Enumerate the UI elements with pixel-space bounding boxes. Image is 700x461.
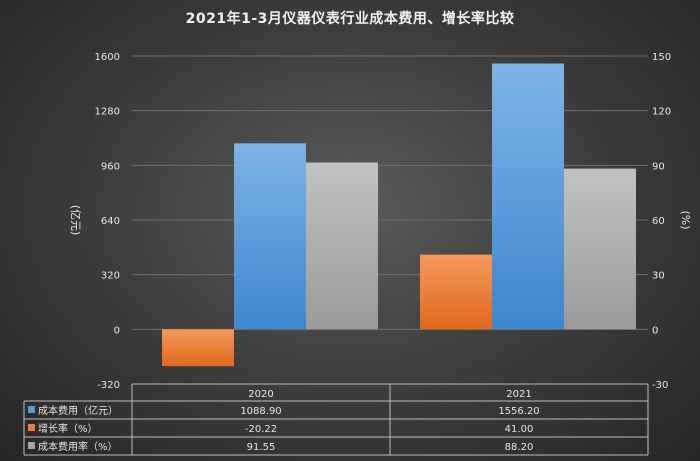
y-tick-label-right: 30 [652,271,665,282]
bar-2-2021 [564,168,636,330]
y-tick-label-left: 1600 [95,52,120,63]
y-axis-title-right: (%) [679,210,692,229]
y-tick-label-left: 0 [114,325,120,336]
y-tick-label-right: 60 [652,216,665,227]
y-tick-label-left: 960 [101,161,120,172]
y-tick-label-right: 90 [652,161,665,172]
y-tick-label-right: 0 [652,325,658,336]
data-label: 91.55 [247,442,276,453]
data-label: 88.20 [505,442,534,453]
y-tick-label-right: 120 [652,107,671,118]
bar-2-2020 [306,162,378,330]
x-tick-label: 2020 [248,389,273,400]
legend-swatch [28,406,35,413]
y-tick-label-right: 150 [652,52,671,63]
y-tick-label-left: 1280 [95,107,120,118]
data-label: 41.00 [505,424,534,435]
x-tick-label: 2021 [506,389,531,400]
legend-label: 成本费用（亿元） [38,404,118,417]
y-tick-label-left: -320 [97,380,120,391]
legend-swatch [28,442,35,449]
y-axis-title-left: (亿元) [69,205,82,236]
bar-0-2020 [234,143,306,330]
data-label: 1556.20 [498,406,539,417]
data-label: 1088.90 [240,406,281,417]
y-tick-label-right: -30 [652,380,668,391]
legend-label: 成本费用率（%） [38,440,118,453]
legend-swatch [28,424,35,431]
data-label: -20.22 [245,424,277,435]
y-tick-label-left: 640 [101,216,120,227]
bar-0-2021 [492,63,564,330]
bar-1-2020 [162,329,234,367]
chart-title: 2021年1-3月仪器仪表行业成本费用、增长率比较 [185,11,515,27]
legend-label: 增长率（%） [38,422,98,435]
y-tick-label-left: 320 [101,271,120,282]
bar-1-2021 [420,254,492,330]
